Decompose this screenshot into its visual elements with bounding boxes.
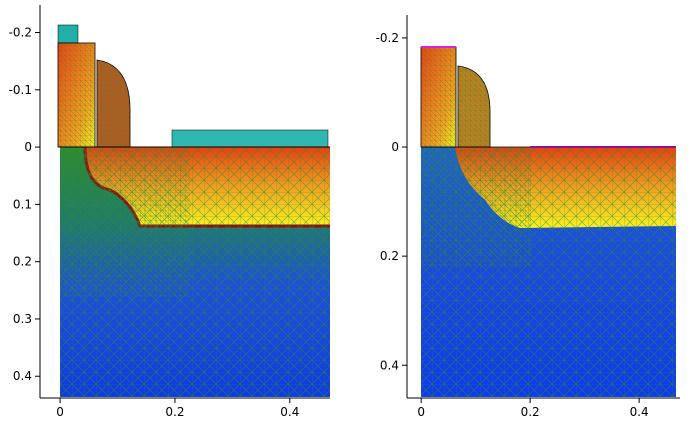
x-tick-label: 0.2 <box>521 405 540 419</box>
right-device <box>420 46 676 397</box>
y-tick-label: -0.2 <box>376 31 399 45</box>
x-tick-label: 0.4 <box>280 405 299 419</box>
contact <box>57 24 79 44</box>
y-tick-label: 0.3 <box>13 312 32 326</box>
y-tick-label: 0.2 <box>380 249 399 263</box>
oxide <box>171 129 329 148</box>
y-tick-label: 0.4 <box>13 369 32 383</box>
x-tick-label: 0 <box>56 405 64 419</box>
y-tick-label: 0 <box>24 140 32 154</box>
x-tick-label: 0.4 <box>630 405 649 419</box>
left-device <box>57 24 330 397</box>
gate-mesh <box>58 43 95 147</box>
y-tick-label: 0.2 <box>13 255 32 269</box>
x-tick-label: 0 <box>417 405 425 419</box>
y-tick-label: -0.1 <box>9 83 32 97</box>
y-tick-label: 0.4 <box>380 358 399 372</box>
mesh-fine <box>421 147 531 267</box>
spacer-mesh <box>97 60 130 147</box>
x-tick-label: 0.2 <box>165 405 184 419</box>
spacer-mesh <box>458 66 490 147</box>
y-tick-label: 0 <box>391 140 399 154</box>
mesh-fine <box>60 147 190 297</box>
y-tick-label: -0.2 <box>9 25 32 39</box>
gate-mesh <box>421 47 456 147</box>
y-tick-label: 0.1 <box>13 197 32 211</box>
